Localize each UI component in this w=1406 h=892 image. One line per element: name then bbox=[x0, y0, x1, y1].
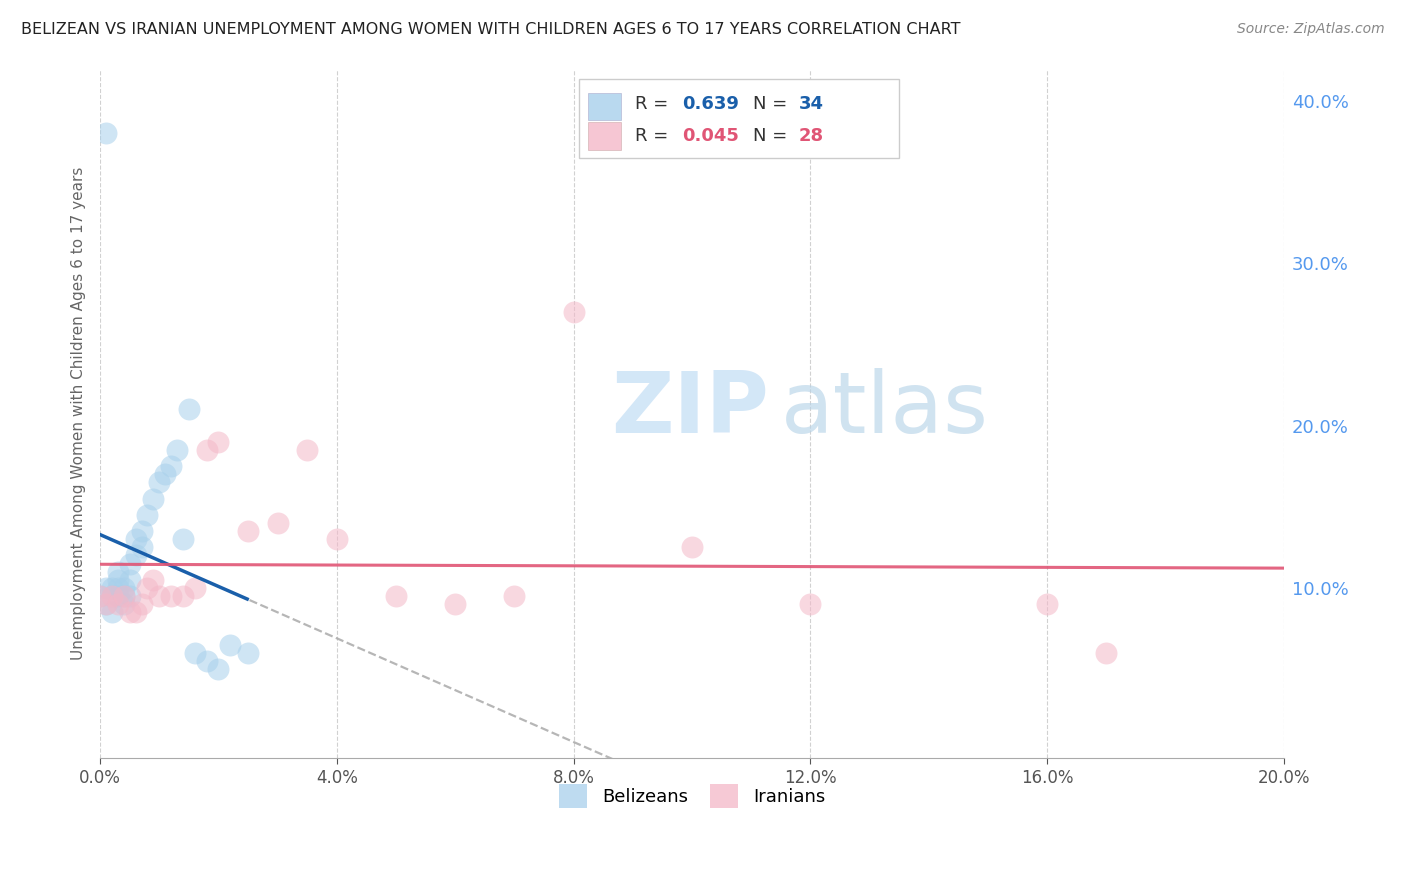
Text: 0.045: 0.045 bbox=[682, 128, 740, 145]
FancyBboxPatch shape bbox=[588, 122, 621, 150]
Point bbox=[89, 589, 111, 603]
Point bbox=[112, 589, 135, 603]
Text: atlas: atlas bbox=[780, 368, 988, 451]
Point bbox=[89, 589, 111, 603]
Point bbox=[124, 605, 146, 619]
Text: R =: R = bbox=[636, 95, 673, 113]
Text: N =: N = bbox=[754, 128, 793, 145]
Point bbox=[112, 581, 135, 595]
Point bbox=[503, 589, 526, 603]
Bar bbox=[579, 78, 898, 158]
Point bbox=[101, 581, 124, 595]
Point bbox=[444, 597, 467, 611]
Point bbox=[101, 589, 124, 603]
Point bbox=[799, 597, 821, 611]
Point bbox=[124, 549, 146, 563]
Legend: Belizeans, Iranians: Belizeans, Iranians bbox=[551, 777, 832, 815]
Point bbox=[112, 597, 135, 611]
Text: 34: 34 bbox=[799, 95, 824, 113]
Point bbox=[131, 524, 153, 538]
Point bbox=[148, 589, 170, 603]
Point bbox=[107, 573, 129, 587]
Point bbox=[326, 533, 349, 547]
Point bbox=[94, 597, 117, 611]
Point bbox=[131, 541, 153, 555]
Point bbox=[118, 573, 141, 587]
Point bbox=[195, 442, 218, 457]
FancyBboxPatch shape bbox=[588, 93, 621, 120]
Point bbox=[112, 589, 135, 603]
Point bbox=[562, 305, 585, 319]
Text: Source: ZipAtlas.com: Source: ZipAtlas.com bbox=[1237, 22, 1385, 37]
Point bbox=[297, 442, 319, 457]
Point bbox=[142, 491, 165, 506]
Text: R =: R = bbox=[636, 128, 673, 145]
Point bbox=[148, 475, 170, 490]
Point bbox=[1095, 646, 1118, 660]
Point bbox=[142, 573, 165, 587]
Point bbox=[236, 646, 259, 660]
Text: ZIP: ZIP bbox=[612, 368, 769, 451]
Point bbox=[166, 442, 188, 457]
Point bbox=[107, 581, 129, 595]
Y-axis label: Unemployment Among Women with Children Ages 6 to 17 years: Unemployment Among Women with Children A… bbox=[72, 167, 86, 660]
Point bbox=[172, 589, 194, 603]
Point bbox=[236, 524, 259, 538]
Point bbox=[94, 597, 117, 611]
Point bbox=[94, 581, 117, 595]
Point bbox=[160, 589, 183, 603]
Point bbox=[195, 654, 218, 668]
Point bbox=[177, 402, 200, 417]
Point bbox=[681, 541, 703, 555]
Point bbox=[118, 557, 141, 571]
Point bbox=[118, 605, 141, 619]
Text: BELIZEAN VS IRANIAN UNEMPLOYMENT AMONG WOMEN WITH CHILDREN AGES 6 TO 17 YEARS CO: BELIZEAN VS IRANIAN UNEMPLOYMENT AMONG W… bbox=[21, 22, 960, 37]
Point bbox=[107, 597, 129, 611]
Point bbox=[207, 434, 229, 449]
Point bbox=[184, 581, 207, 595]
Point bbox=[385, 589, 408, 603]
Point bbox=[184, 646, 207, 660]
Text: N =: N = bbox=[754, 95, 793, 113]
Point bbox=[155, 467, 177, 482]
Point bbox=[131, 597, 153, 611]
Point bbox=[266, 516, 288, 530]
Point bbox=[101, 605, 124, 619]
Point bbox=[107, 589, 129, 603]
Point bbox=[160, 459, 183, 474]
Point bbox=[172, 533, 194, 547]
Point bbox=[136, 508, 159, 522]
Point bbox=[107, 565, 129, 579]
Point bbox=[207, 662, 229, 676]
Point bbox=[101, 589, 124, 603]
Point bbox=[124, 533, 146, 547]
Text: 0.639: 0.639 bbox=[682, 95, 740, 113]
Point bbox=[219, 638, 242, 652]
Point bbox=[136, 581, 159, 595]
Point bbox=[94, 127, 117, 141]
Point bbox=[1036, 597, 1059, 611]
Text: 28: 28 bbox=[799, 128, 824, 145]
Point bbox=[118, 589, 141, 603]
